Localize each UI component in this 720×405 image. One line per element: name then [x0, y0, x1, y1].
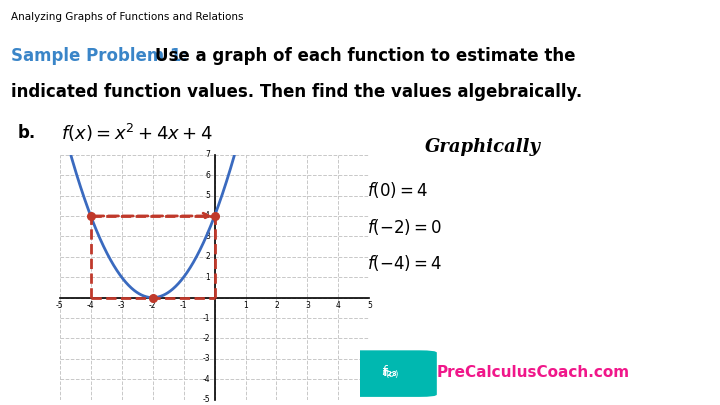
Text: 3: 3	[205, 232, 210, 241]
Text: -4: -4	[87, 301, 94, 310]
Text: 6: 6	[205, 171, 210, 180]
Text: 2: 2	[274, 301, 279, 310]
Text: -1: -1	[202, 313, 210, 322]
Text: $f(0) = 4$: $f(0) = 4$	[367, 180, 428, 200]
Text: 3: 3	[305, 301, 310, 310]
Text: 5: 5	[367, 301, 372, 310]
Text: -5: -5	[56, 301, 63, 310]
Text: 5: 5	[205, 191, 210, 200]
Text: -4: -4	[202, 375, 210, 384]
Text: Graphically: Graphically	[424, 138, 541, 156]
Text: $f_{(o)}$: $f_{(o)}$	[381, 364, 399, 382]
Text: f₂₃: f₂₃	[382, 368, 397, 378]
Text: indicated function values. Then find the values algebraically.: indicated function values. Then find the…	[11, 83, 582, 101]
Text: 7: 7	[205, 150, 210, 159]
Text: $f(-4) = 4$: $f(-4) = 4$	[367, 253, 443, 273]
Text: PreCalculusCoach.com: PreCalculusCoach.com	[437, 365, 630, 380]
Text: -5: -5	[202, 395, 210, 404]
Text: 4: 4	[205, 211, 210, 220]
Text: -2: -2	[149, 301, 156, 310]
FancyBboxPatch shape	[343, 350, 437, 397]
Text: 1: 1	[205, 273, 210, 282]
Text: -1: -1	[180, 301, 187, 310]
Text: -3: -3	[202, 354, 210, 363]
Text: b.: b.	[18, 124, 36, 141]
Text: Analyzing Graphs of Functions and Relations: Analyzing Graphs of Functions and Relati…	[11, 12, 243, 22]
Text: $f(x) = x^2 + 4x + 4$: $f(x) = x^2 + 4x + 4$	[61, 122, 213, 144]
Text: 2: 2	[205, 252, 210, 261]
Text: $f(-2) = 0$: $f(-2) = 0$	[367, 217, 442, 237]
Text: -3: -3	[118, 301, 125, 310]
Text: -2: -2	[202, 334, 210, 343]
Text: Use a graph of each function to estimate the: Use a graph of each function to estimate…	[155, 47, 575, 64]
Text: Sample Problem 1:: Sample Problem 1:	[11, 47, 188, 64]
Text: 1: 1	[243, 301, 248, 310]
Text: 4: 4	[336, 301, 341, 310]
